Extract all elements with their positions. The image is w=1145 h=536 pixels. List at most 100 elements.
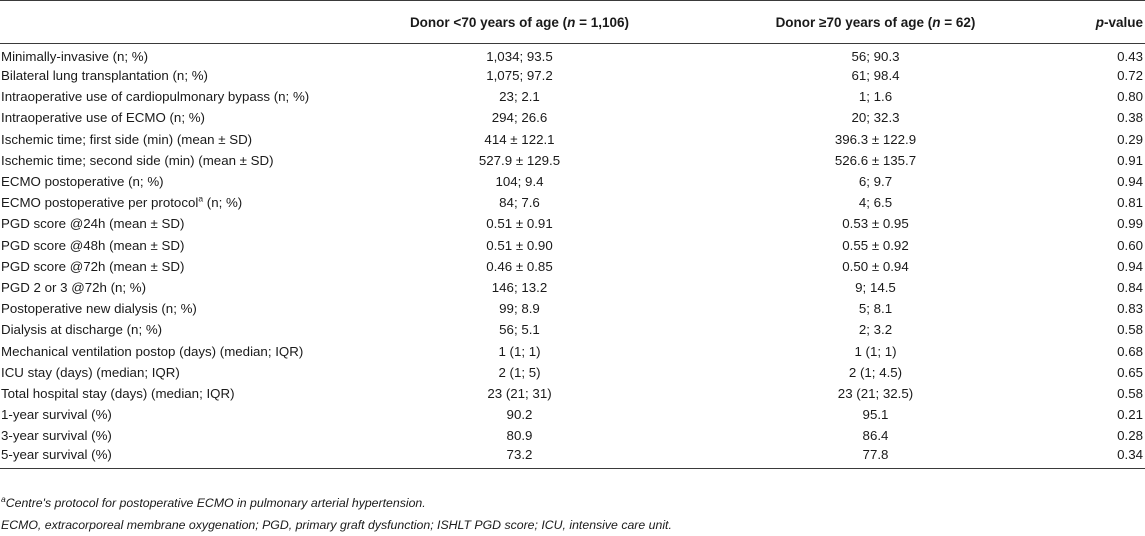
row-value-donor-young: 414 ± 122.1 <box>484 131 555 147</box>
header-p-value: p-value <box>1057 1 1145 44</box>
table-row: 3-year survival (%) 80.9 86.4 0.28 <box>0 425 1145 446</box>
row-value-donor-young: 146; 13.2 <box>491 279 548 295</box>
header-p-suffix: -value <box>1103 14 1143 30</box>
row-label: PGD score @48h (mean ± SD) <box>0 235 345 256</box>
row-value-donor-old: 396.3 ± 122.9 <box>834 131 917 147</box>
row-label: ECMO postoperative per protocola (n; %) <box>0 192 345 213</box>
table-row: PGD 2 or 3 @72h (n; %) 146; 13.2 9; 14.5 0.… <box>0 277 1145 298</box>
table-row: Dialysis at discharge (n; %) 56; 5.1 2; 3.… <box>0 319 1145 340</box>
header-donor-young-n-symbol: n <box>567 14 576 30</box>
row-value-donor-old: 5; 8.1 <box>858 301 893 317</box>
row-value-donor-old: 56; 90.3 <box>851 49 900 64</box>
row-label-text: Intraoperative use of cardiopulmonary by… <box>1 89 310 105</box>
row-label: Minimally-invasive (n; %) <box>0 44 345 66</box>
table-row: PGD score @48h (mean ± SD) 0.51 ± 0.90 0.5… <box>0 235 1145 256</box>
row-p-value: 0.29 <box>1117 131 1143 147</box>
row-p-value: 0.38 <box>1117 110 1143 126</box>
row-p-value: 0.68 <box>1117 343 1143 359</box>
row-label: Ischemic time; second side (min) (mean ±… <box>0 150 345 171</box>
row-value-donor-young: 0.46 ± 0.85 <box>486 258 553 274</box>
row-value-donor-old: 6; 9.7 <box>858 174 893 190</box>
row-label: Intraoperative use of ECMO (n; %) <box>0 107 345 128</box>
row-label-text: Postoperative new dialysis (n; %) <box>1 301 197 317</box>
row-label-text: PGD score @48h (mean ± SD) <box>1 237 185 253</box>
row-value-donor-old: 2 (1; 4.5) <box>848 364 903 380</box>
header-donor-old-n-value: = 62) <box>940 14 976 30</box>
row-value-donor-old: 9; 14.5 <box>855 279 896 295</box>
row-label-text: Ischemic time; first side (min) (mean ± … <box>1 131 253 147</box>
table-row: Mechanical ventilation postop (days) (me… <box>0 340 1145 361</box>
row-label: Dialysis at discharge (n; %) <box>0 319 345 340</box>
table-row: ECMO postoperative per protocola (n; %) 8… <box>0 192 1145 213</box>
row-value-donor-old: 61; 98.4 <box>851 68 900 84</box>
row-value-donor-young: 1,075; 97.2 <box>486 68 553 84</box>
row-value-donor-young: 84; 7.6 <box>499 195 540 211</box>
table-row: Ischemic time; first side (min) (mean ± … <box>0 129 1145 150</box>
row-value-donor-old: 4; 6.5 <box>858 195 893 211</box>
row-value-donor-young: 23 (21; 31) <box>487 385 552 401</box>
row-label-text: 1-year survival (%) <box>1 407 112 423</box>
row-p-value: 0.94 <box>1117 258 1143 274</box>
row-label-text: Bilateral lung transplantation (n; %) <box>1 68 208 84</box>
row-value-donor-young: 90.2 <box>506 407 533 423</box>
table-row: ICU stay (days) (median; IQR) 2 (1; 5) 2 (… <box>0 362 1145 383</box>
header-donor-young-prefix: Donor <70 years of age ( <box>409 14 568 30</box>
table-row: 1-year survival (%) 90.2 95.1 0.21 <box>0 404 1145 425</box>
results-table: Donor <70 years of age (n = 1,106) Donor… <box>0 0 1145 469</box>
table-row: 5-year survival (%) 73.2 77.8 0.34 <box>0 446 1145 469</box>
table-row: Ischemic time; second side (min) (mean ±… <box>0 150 1145 171</box>
row-p-value: 0.34 <box>1117 447 1143 463</box>
header-label <box>0 1 345 44</box>
row-label-text: Ischemic time; second side (min) (mean ±… <box>1 152 274 168</box>
row-p-value: 0.80 <box>1117 89 1143 105</box>
row-value-donor-young: 1,034; 93.5 <box>486 49 553 64</box>
footnote-a-marker: a <box>1 493 6 504</box>
row-value-donor-old: 95.1 <box>862 407 889 423</box>
row-value-donor-old: 0.50 ± 0.94 <box>842 258 909 274</box>
table-row: ECMO postoperative (n; %) 104; 9.4 6; 9.7 0… <box>0 171 1145 192</box>
header-donor-young: Donor <70 years of age (n = 1,106) <box>345 1 694 44</box>
row-label: 5-year survival (%) <box>0 446 345 469</box>
row-label-text: Intraoperative use of ECMO (n; %) <box>1 110 205 126</box>
row-p-value: 0.91 <box>1117 152 1143 168</box>
row-label: Ischemic time; first side (min) (mean ± … <box>0 129 345 150</box>
row-label-text: Minimally-invasive (n; %) <box>1 49 149 64</box>
row-label: 3-year survival (%) <box>0 425 345 446</box>
table-body: Minimally-invasive (n; %) 1,034; 93.5 56; … <box>0 44 1145 469</box>
row-p-value: 0.99 <box>1117 216 1143 232</box>
row-value-donor-young: 2 (1; 5) <box>498 364 541 380</box>
row-label-text: ICU stay (days) (median; IQR) <box>1 364 180 380</box>
row-label: Total hospital stay (days) (median; IQR) <box>0 383 345 404</box>
table-row: PGD score @24h (mean ± SD) 0.51 ± 0.91 0.5… <box>0 213 1145 234</box>
row-p-value: 0.94 <box>1117 174 1143 190</box>
row-label-text: 5-year survival (%) <box>1 447 112 463</box>
table-row: Bilateral lung transplantation (n; %) 1,0… <box>0 65 1145 86</box>
row-value-donor-old: 20; 32.3 <box>851 110 900 126</box>
row-label: Bilateral lung transplantation (n; %) <box>0 65 345 86</box>
row-label: Mechanical ventilation postop (days) (me… <box>0 340 345 361</box>
footnote-abbreviations: ECMO, extracorporeal membrane oxygenatio… <box>1 518 672 532</box>
header-p-symbol: p <box>1095 14 1104 30</box>
table-row: PGD score @72h (mean ± SD) 0.46 ± 0.85 0.5… <box>0 256 1145 277</box>
header-donor-young-n-value: = 1,106) <box>575 14 630 30</box>
row-label-suffix: (n; %) <box>203 195 243 211</box>
row-label: PGD 2 or 3 @72h (n; %) <box>0 277 345 298</box>
row-value-donor-young: 1 (1; 1) <box>498 343 541 359</box>
table-row: Postoperative new dialysis (n; %) 99; 8.9… <box>0 298 1145 319</box>
row-value-donor-young: 73.2 <box>506 447 533 463</box>
row-value-donor-old: 1; 1.6 <box>858 89 893 105</box>
table-row: Intraoperative use of cardiopulmonary by… <box>0 86 1145 107</box>
row-value-donor-young: 23; 2.1 <box>499 89 540 105</box>
row-label: 1-year survival (%) <box>0 404 345 425</box>
row-label: Intraoperative use of cardiopulmonary by… <box>0 86 345 107</box>
row-value-donor-young: 56; 5.1 <box>499 322 540 338</box>
row-p-value: 0.43 <box>1117 49 1143 64</box>
row-label-footnote-marker: a <box>198 193 204 204</box>
row-p-value: 0.84 <box>1117 279 1143 295</box>
row-p-value: 0.83 <box>1117 301 1143 317</box>
row-p-value: 0.21 <box>1117 407 1143 423</box>
row-value-donor-young: 0.51 ± 0.90 <box>486 237 553 253</box>
row-label: ICU stay (days) (median; IQR) <box>0 362 345 383</box>
row-label-text: PGD 2 or 3 @72h (n; %) <box>1 279 147 295</box>
